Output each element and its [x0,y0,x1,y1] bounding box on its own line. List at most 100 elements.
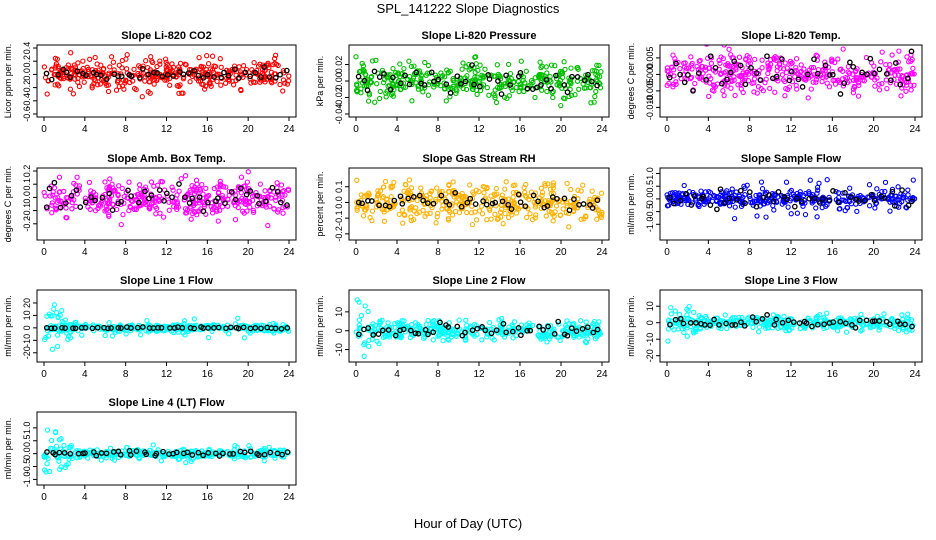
mean-point [783,196,790,203]
point [568,80,574,87]
point [381,76,388,83]
mean-point [447,90,454,96]
mean-point [397,193,404,200]
point [692,196,699,202]
point [55,314,61,321]
point [204,53,210,59]
point [477,62,483,68]
mean-point [881,195,888,201]
point [243,201,249,208]
mean-point [170,73,177,79]
mean-point [452,189,459,196]
point [240,63,247,69]
mean-point [258,325,264,332]
mean-point [256,452,262,459]
point [505,214,512,221]
panel-title: Slope Gas Stream RH [422,153,535,165]
mean-point [43,204,50,211]
point [245,169,251,175]
point [845,69,851,75]
point [380,184,387,190]
x-tick-label: 20 [555,247,567,258]
point [60,75,67,82]
point [459,195,465,201]
point [692,80,698,87]
point [854,208,860,215]
point [151,76,158,83]
point [393,69,399,76]
point [74,174,80,180]
point [215,190,222,196]
mean-point [83,72,89,79]
point [900,316,906,323]
point [910,322,916,329]
point [365,308,371,315]
point [217,184,223,190]
point [356,322,362,328]
mean-point [93,452,100,459]
point [589,68,596,74]
point [441,86,448,92]
mean-point [571,196,577,202]
point [850,86,857,92]
point [54,199,61,205]
point [532,202,539,208]
point [684,192,690,198]
mean-point [471,81,477,88]
mean-point [212,450,219,457]
point [550,94,556,101]
point [250,209,257,216]
point [752,56,758,63]
point [708,60,715,67]
data-points [665,303,916,344]
point [359,60,365,67]
mean-point [524,327,531,334]
point [132,205,139,211]
x-tick-label: 12 [785,247,797,258]
point [568,65,574,71]
mean-point [61,450,68,456]
mean-point [422,326,429,333]
point [61,442,67,449]
mean-point [385,327,392,333]
point [591,332,597,338]
point [120,451,126,457]
point [409,98,415,104]
mean-point [566,207,573,214]
point [375,325,381,331]
mean-point [564,89,571,96]
point [217,207,223,214]
data-points [41,427,291,475]
point [415,86,422,92]
point [274,180,280,186]
mean-point [863,317,870,324]
x-tick-label: 24 [283,492,295,503]
mean-point [677,197,684,204]
mean-point [561,195,568,202]
mean-point [118,198,125,205]
point [665,338,671,344]
point [484,84,490,91]
point [106,70,112,76]
point [235,315,241,321]
point [560,206,566,212]
point [745,61,751,68]
point [759,186,766,192]
point [120,211,126,218]
panel-7: Slope Line 1 Flow ml/min per min. 0 4 8 12 16 2… [3,275,297,380]
point [598,69,604,75]
mean-point [543,76,550,83]
mean-point [670,200,677,207]
point [217,181,224,187]
point [766,66,772,72]
mean-point [535,198,541,205]
mean-point [594,82,600,89]
mean-point [205,199,211,206]
y-tick-label: 10 [334,307,344,317]
point [157,58,163,64]
point [474,91,480,98]
point [580,182,586,188]
mean-point [72,325,79,332]
mean-point [48,76,55,83]
point [855,80,862,86]
